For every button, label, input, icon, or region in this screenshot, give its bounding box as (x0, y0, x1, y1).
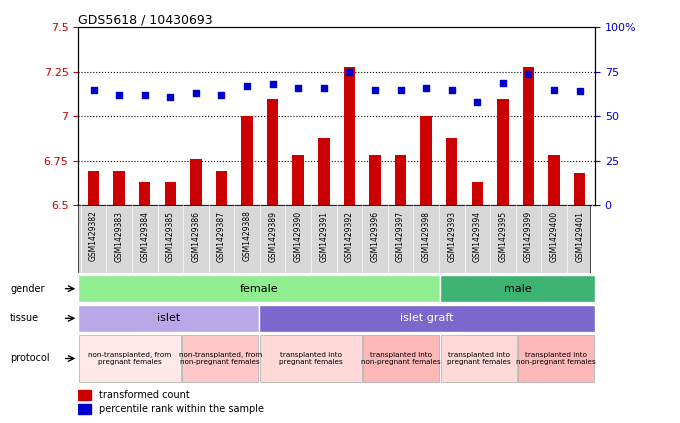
Bar (259, 305, 595, 332)
Bar (78, 404, 91, 414)
Text: GSM1429383: GSM1429383 (115, 211, 124, 261)
Text: GSM1429387: GSM1429387 (217, 211, 226, 261)
Bar (78, 305, 259, 332)
Bar (420, 116, 432, 205)
Bar (369, 155, 381, 205)
Bar (139, 182, 150, 205)
Point (241, 83, 252, 90)
Text: GSM1429391: GSM1429391 (320, 211, 328, 261)
Text: gender: gender (10, 284, 45, 294)
Text: GSM1429384: GSM1429384 (140, 211, 149, 261)
Text: tissue: tissue (10, 313, 39, 323)
Bar (267, 99, 278, 205)
Point (165, 93, 175, 100)
Bar (548, 155, 560, 205)
Bar (182, 335, 258, 382)
Bar (216, 171, 227, 205)
Bar (78, 275, 440, 302)
Bar (574, 173, 585, 205)
Bar (190, 159, 202, 205)
Bar (343, 66, 355, 205)
Bar (363, 335, 439, 382)
Point (114, 92, 124, 99)
Point (446, 86, 457, 93)
Point (574, 88, 585, 95)
Text: GSM1429389: GSM1429389 (268, 211, 277, 261)
Text: GSM1429401: GSM1429401 (575, 211, 584, 261)
Text: GDS5618 / 10430693: GDS5618 / 10430693 (78, 14, 213, 26)
Text: female: female (240, 284, 278, 294)
Bar (318, 137, 330, 205)
Text: GSM1429390: GSM1429390 (294, 211, 303, 262)
Text: transplanted into
pregnant females: transplanted into pregnant females (447, 352, 511, 365)
Bar (165, 182, 176, 205)
Bar (446, 137, 458, 205)
Text: GSM1429396: GSM1429396 (371, 211, 379, 262)
Point (190, 90, 201, 96)
Bar (292, 155, 304, 205)
Point (472, 99, 483, 105)
Point (498, 79, 509, 86)
Point (88, 86, 99, 93)
Text: GSM1429397: GSM1429397 (396, 211, 405, 262)
Point (267, 81, 278, 88)
Text: GSM1429400: GSM1429400 (549, 211, 558, 262)
Bar (79, 335, 181, 382)
Text: GSM1429386: GSM1429386 (191, 211, 201, 261)
Bar (471, 182, 483, 205)
Point (369, 86, 380, 93)
Bar (241, 116, 253, 205)
Text: transformed count: transformed count (99, 390, 190, 400)
Point (421, 85, 432, 91)
Point (549, 86, 560, 93)
Text: islet: islet (157, 313, 180, 323)
Text: GSM1429392: GSM1429392 (345, 211, 354, 261)
Bar (88, 171, 99, 205)
Point (139, 92, 150, 99)
Text: GSM1429395: GSM1429395 (498, 211, 507, 262)
Text: GSM1429399: GSM1429399 (524, 211, 533, 262)
Text: non-transplanted, from
pregnant females: non-transplanted, from pregnant females (88, 352, 171, 365)
Bar (395, 155, 407, 205)
Text: percentile rank within the sample: percentile rank within the sample (99, 404, 264, 414)
Point (395, 86, 406, 93)
Text: islet graft: islet graft (401, 313, 454, 323)
Text: GSM1429398: GSM1429398 (422, 211, 430, 261)
Text: protocol: protocol (10, 354, 50, 363)
Bar (440, 275, 595, 302)
Text: GSM1429382: GSM1429382 (89, 211, 98, 261)
Text: GSM1429385: GSM1429385 (166, 211, 175, 261)
Text: male: male (504, 284, 531, 294)
Bar (518, 335, 594, 382)
Bar (497, 99, 509, 205)
Point (344, 69, 355, 75)
Point (216, 92, 227, 99)
Bar (441, 335, 517, 382)
Point (523, 70, 534, 77)
Point (293, 85, 304, 91)
Bar (78, 390, 91, 400)
Bar (523, 66, 534, 205)
Bar (260, 335, 362, 382)
Text: transplanted into
non-pregnant females: transplanted into non-pregnant females (516, 352, 596, 365)
Text: GSM1429388: GSM1429388 (243, 211, 252, 261)
Point (318, 85, 329, 91)
Text: GSM1429394: GSM1429394 (473, 211, 482, 262)
Text: transplanted into
non-pregnant females: transplanted into non-pregnant females (361, 352, 441, 365)
Text: GSM1429393: GSM1429393 (447, 211, 456, 262)
Text: non-transplanted, from
non-pregnant females: non-transplanted, from non-pregnant fema… (179, 352, 262, 365)
Text: transplanted into
pregnant females: transplanted into pregnant females (279, 352, 343, 365)
Bar (114, 171, 125, 205)
